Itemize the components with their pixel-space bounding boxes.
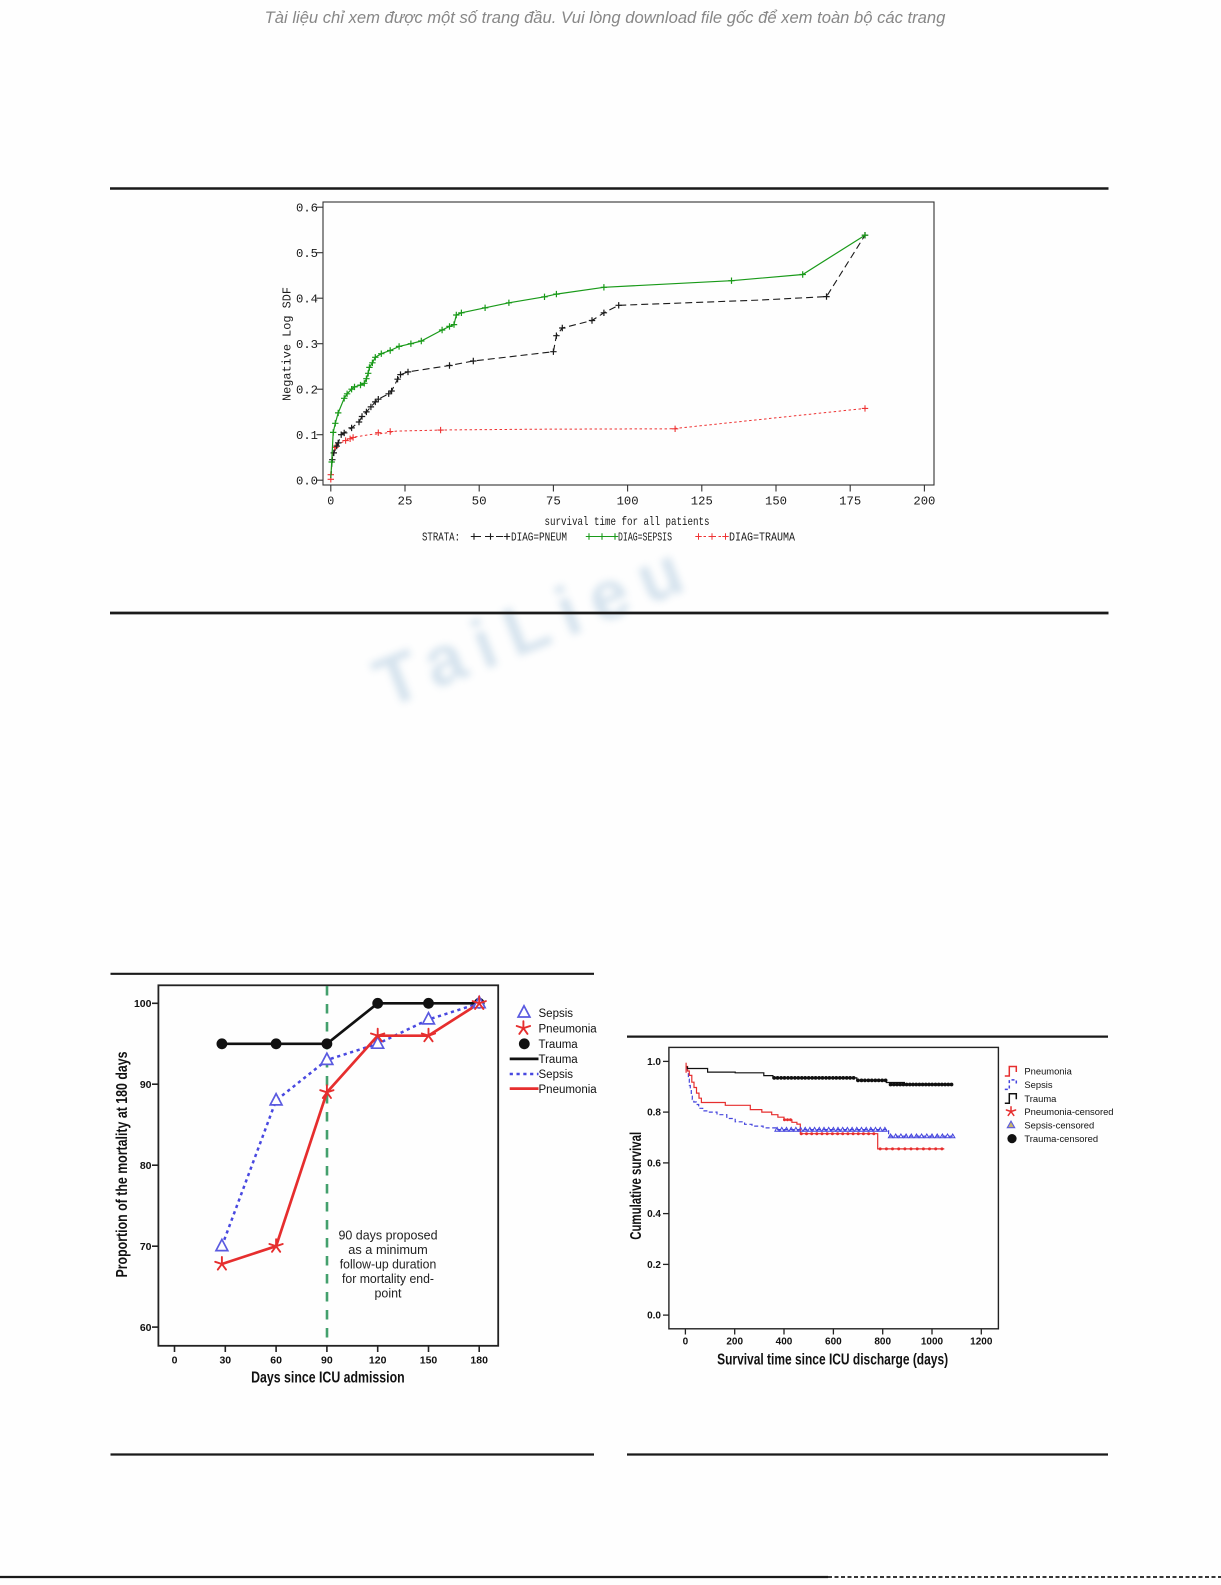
- svg-text:follow-up duration: follow-up duration: [340, 1257, 437, 1272]
- svg-text:Trauma: Trauma: [539, 1039, 579, 1051]
- svg-text:75: 75: [546, 495, 561, 509]
- svg-text:0.5: 0.5: [296, 247, 318, 261]
- svg-text:150: 150: [420, 1355, 438, 1367]
- svg-text:0.3: 0.3: [296, 338, 318, 352]
- svg-text:Pneumonia: Pneumonia: [1024, 1066, 1072, 1077]
- svg-text:0: 0: [327, 495, 334, 509]
- svg-text:180: 180: [470, 1355, 488, 1367]
- svg-text:0.4: 0.4: [647, 1209, 661, 1220]
- svg-text:70: 70: [140, 1241, 152, 1253]
- svg-text:25: 25: [398, 495, 413, 509]
- svg-text:175: 175: [839, 495, 861, 509]
- svg-text:0.0: 0.0: [296, 474, 318, 488]
- svg-text:Days since ICU admission: Days since ICU admission: [251, 1370, 405, 1387]
- svg-text:Trauma-censored: Trauma-censored: [1024, 1133, 1098, 1144]
- svg-text:90: 90: [140, 1079, 152, 1091]
- svg-text:90 days proposed: 90 days proposed: [339, 1228, 438, 1243]
- svg-text:600: 600: [825, 1337, 842, 1348]
- svg-text:survival time for all patients: survival time for all patients: [545, 515, 710, 529]
- svg-text:100: 100: [617, 495, 639, 509]
- svg-text:50: 50: [472, 495, 487, 509]
- svg-text:as a minimum: as a minimum: [348, 1242, 428, 1257]
- svg-text:800: 800: [874, 1337, 891, 1348]
- svg-text:Sepsis: Sepsis: [539, 1008, 574, 1020]
- svg-text:200: 200: [726, 1337, 743, 1348]
- svg-text:120: 120: [369, 1355, 387, 1367]
- svg-text:0.4: 0.4: [296, 292, 318, 306]
- svg-text:0: 0: [172, 1355, 178, 1367]
- svg-text:Pneumonia: Pneumonia: [539, 1023, 598, 1035]
- svg-text:80: 80: [140, 1160, 152, 1172]
- svg-text:Trauma: Trauma: [1024, 1093, 1057, 1104]
- svg-text:Sepsis: Sepsis: [539, 1069, 574, 1081]
- svg-text:0.8: 0.8: [647, 1108, 661, 1119]
- svg-text:STRATA:: STRATA:: [422, 531, 460, 545]
- svg-text:0.6: 0.6: [296, 201, 318, 215]
- svg-text:0.6: 0.6: [647, 1158, 661, 1169]
- svg-text:0.1: 0.1: [296, 429, 318, 443]
- svg-text:0.2: 0.2: [296, 383, 318, 397]
- svg-text:Negative Log SDF: Negative Log SDF: [281, 287, 295, 401]
- svg-text:60: 60: [140, 1322, 152, 1334]
- svg-text:Sepsis: Sepsis: [1024, 1079, 1052, 1090]
- svg-text:100: 100: [134, 998, 152, 1010]
- svg-text:1200: 1200: [970, 1337, 993, 1348]
- svg-text:Survival time since ICU discha: Survival time since ICU discharge (days): [717, 1352, 948, 1369]
- svg-text:for mortality end-: for mortality end-: [342, 1271, 434, 1286]
- svg-text:Pneumonia-censored: Pneumonia-censored: [1024, 1106, 1113, 1117]
- svg-text:400: 400: [776, 1337, 793, 1348]
- svg-text:point: point: [375, 1286, 402, 1301]
- svg-text:90: 90: [321, 1355, 333, 1367]
- svg-text:Sepsis-censored: Sepsis-censored: [1024, 1119, 1094, 1130]
- svg-text:60: 60: [270, 1355, 282, 1367]
- svg-text:Cumulative survival: Cumulative survival: [628, 1132, 645, 1240]
- svg-text:200: 200: [913, 495, 935, 509]
- svg-text:0.2: 0.2: [647, 1260, 661, 1271]
- svg-text:Pneumonia: Pneumonia: [539, 1084, 598, 1096]
- svg-text:Trauma: Trauma: [539, 1054, 579, 1066]
- svg-text:DIAG=PNEUM: DIAG=PNEUM: [511, 531, 567, 545]
- svg-text:DIAG=TRAUMA: DIAG=TRAUMA: [729, 531, 796, 545]
- svg-text:1.0: 1.0: [647, 1057, 661, 1068]
- svg-text:0: 0: [683, 1337, 689, 1348]
- svg-text:150: 150: [765, 495, 787, 509]
- svg-text:DIAG=SEPSIS: DIAG=SEPSIS: [618, 531, 672, 545]
- svg-text:Proportion of the mortality at: Proportion of the mortality at 180 days: [114, 1052, 131, 1278]
- svg-text:30: 30: [219, 1355, 231, 1367]
- svg-text:0.0: 0.0: [647, 1311, 661, 1322]
- svg-text:125: 125: [691, 495, 713, 509]
- svg-text:1000: 1000: [921, 1337, 944, 1348]
